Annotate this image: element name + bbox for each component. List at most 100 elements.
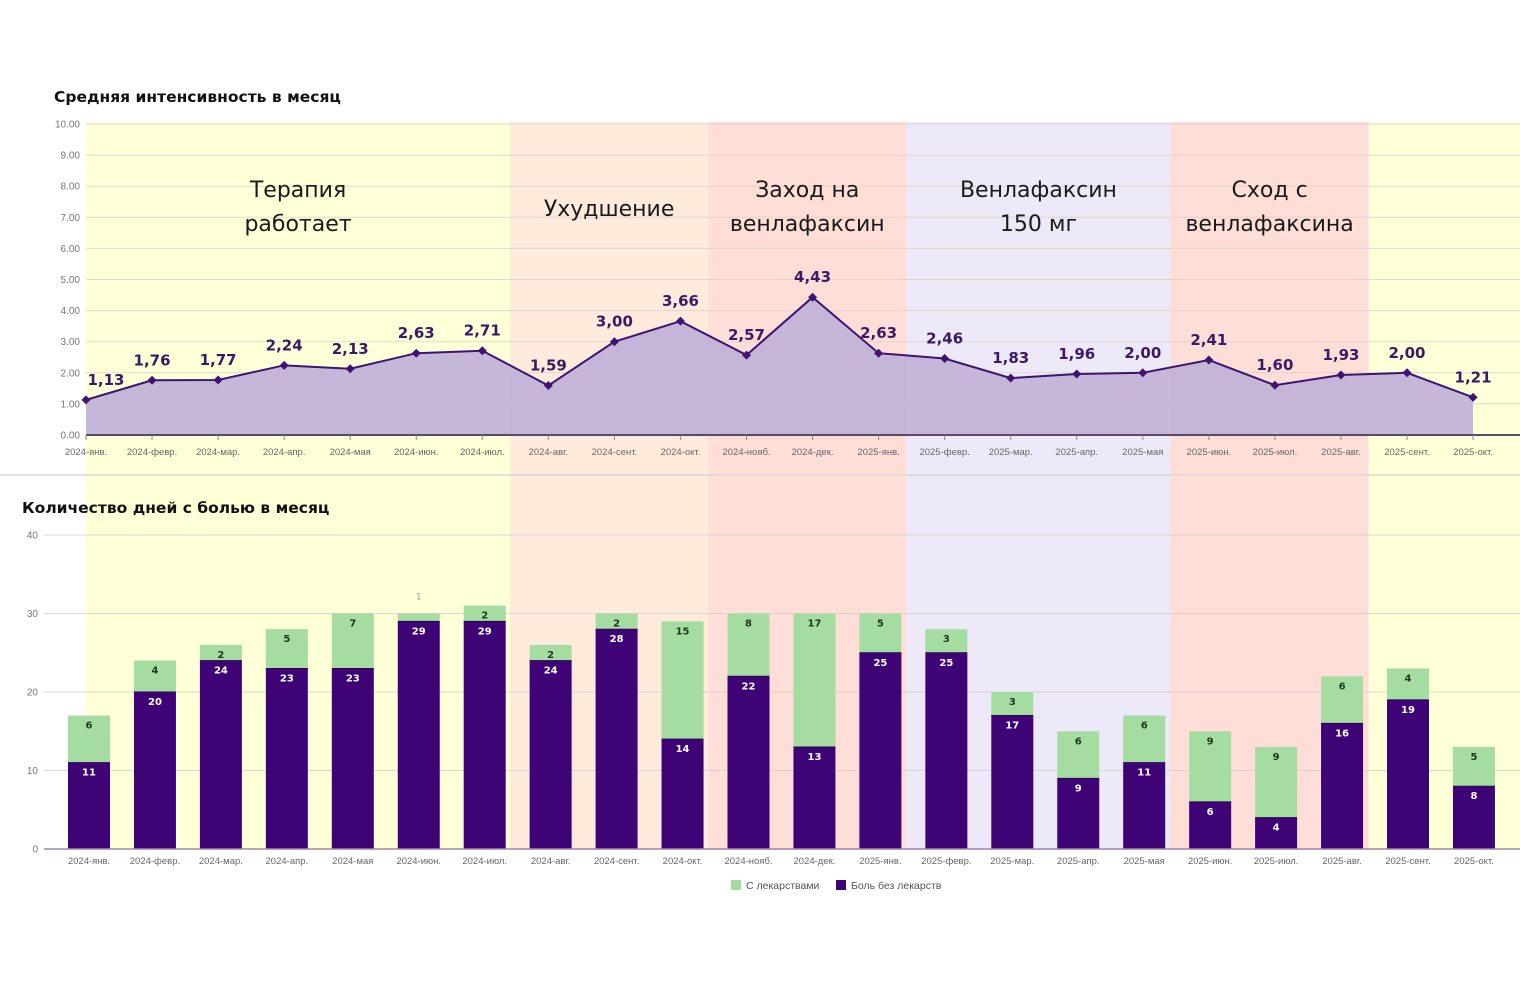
days-legend: С лекарствами Боль без лекарств	[731, 880, 942, 892]
days-x-tick: 2025-янв.	[859, 856, 901, 867]
bar-value-no-meds: 9	[1075, 783, 1082, 794]
bar-segment-no-meds	[397, 621, 440, 849]
bar-segment-with-meds	[331, 613, 374, 669]
intensity-point	[1336, 370, 1346, 380]
days-x-tick: 2024-мая	[332, 856, 373, 867]
bar-value-with-meds: 5	[1470, 752, 1477, 763]
intensity-x-tick: 2025-июн.	[1187, 447, 1232, 458]
bar-segment-no-meds	[661, 739, 704, 849]
legend-swatch-with-meds	[731, 880, 741, 890]
bar-segment-with-meds	[199, 644, 242, 661]
intensity-line	[85, 295, 1474, 401]
days-x-tick: 2025-мар.	[990, 856, 1034, 867]
bar-segment-no-meds	[265, 668, 308, 849]
bar-value-no-meds: 16	[1335, 728, 1349, 739]
intensity-x-tick: 2025-июл.	[1253, 447, 1298, 458]
bar-value-with-meds: 3	[943, 634, 950, 645]
intensity-point	[543, 381, 553, 391]
intensity-point	[147, 375, 157, 385]
intensity-value-label: 4,43	[794, 268, 831, 286]
intensity-y-tick: 8.00	[61, 182, 81, 193]
bar-segment-with-meds	[1189, 731, 1232, 802]
intensity-value-label: 3,66	[662, 292, 699, 310]
bar-value-no-meds: 25	[873, 658, 887, 669]
bar-value-no-meds: 13	[807, 752, 821, 763]
intensity-y-tick: 2.00	[61, 368, 81, 379]
intensity-y-tick: 4.00	[61, 306, 81, 317]
period-band-label: Терапия	[249, 178, 346, 203]
intensity-x-tick: 2025-янв.	[857, 447, 899, 458]
bar-value-with-meds: 9	[1273, 752, 1280, 763]
intensity-x-tick: 2024-июл.	[460, 447, 505, 458]
intensity-value-label: 2,24	[266, 336, 303, 354]
days-chart-title: Количество дней с болью в месяц	[22, 499, 329, 517]
bar-value-no-meds: 29	[478, 626, 492, 637]
bar-segment-with-meds	[1387, 668, 1429, 700]
bar-segment-no-meds	[463, 621, 506, 849]
intensity-value-label: 2,00	[1124, 344, 1161, 362]
days-x-tick: 2024-февр.	[130, 856, 180, 867]
days-x-tick: 2025-июл.	[1254, 856, 1299, 867]
intensity-x-tick: 2025-апр.	[1055, 447, 1098, 458]
intensity-chart-title: Средняя интенсивность в месяц	[54, 88, 341, 106]
bar-segment-no-meds	[793, 746, 836, 849]
bar-value-no-meds: 23	[346, 673, 360, 684]
bar-segment-no-meds	[133, 692, 176, 849]
bar-value-with-meds: 3	[1009, 697, 1016, 708]
intensity-x-tick: 2024-окт.	[661, 447, 701, 458]
bar-segment-no-meds	[727, 676, 770, 849]
intensity-x-tick: 2025-мая	[1122, 447, 1163, 458]
intensity-point	[81, 395, 91, 405]
days-x-tick: 2025-февр.	[921, 856, 971, 867]
period-band-label: Заход на	[755, 178, 859, 203]
bar-segment-with-meds	[1321, 676, 1364, 724]
bar-segment-with-meds	[595, 613, 638, 630]
intensity-point	[609, 337, 619, 347]
bar-segment-with-meds	[529, 644, 572, 661]
bar-value-no-meds: 24	[544, 666, 558, 677]
bar-segment-no-meds	[1255, 817, 1298, 849]
intensity-x-tick: 2024-мар.	[196, 447, 240, 458]
intensity-y-tick: 9.00	[61, 151, 81, 162]
period-band-label: Сход с	[1232, 178, 1308, 203]
days-x-axis: 2024-янв. 2024-февр. 2024-мар. 2024-апр. 202…	[68, 856, 1494, 867]
period-band-label: венлафаксин	[730, 212, 885, 237]
bar-segment-with-meds	[793, 613, 836, 747]
intensity-x-tick: 2024-февр.	[127, 447, 177, 458]
intensity-x-tick: 2024-июн.	[394, 447, 439, 458]
bar-value-with-meds: 6	[1075, 736, 1082, 747]
days-x-tick: 2024-окт.	[663, 856, 703, 867]
days-y-tick: 0	[32, 845, 38, 856]
bar-value-no-meds: 23	[280, 673, 294, 684]
days-x-tick: 2024-нояб.	[724, 856, 772, 867]
bar-segment-no-meds	[1123, 762, 1166, 849]
bar-segment-with-meds	[1123, 715, 1166, 763]
intensity-point	[1468, 392, 1478, 402]
intensity-y-tick: 10.00	[55, 120, 80, 131]
bar-value-with-meds: 2	[217, 650, 224, 661]
bar-segment-no-meds	[1057, 778, 1100, 849]
days-y-tick: 10	[27, 766, 39, 777]
bar-segment-with-meds	[68, 715, 110, 763]
days-y-tick: 20	[27, 688, 39, 699]
bar-segment-with-meds	[727, 613, 770, 677]
intensity-value-label: 1,96	[1058, 345, 1095, 363]
intensity-area	[86, 297, 1474, 435]
bar-segment-no-meds	[1189, 801, 1232, 849]
bar-segment-with-meds	[859, 613, 902, 653]
period-band-label: работает	[244, 212, 351, 237]
intensity-point	[1006, 373, 1016, 383]
intensity-value-label: 1,76	[134, 351, 171, 369]
days-y-tick: 30	[27, 609, 39, 620]
intensity-x-tick: 2024-апр.	[263, 447, 306, 458]
intensity-y-tick: 3.00	[61, 337, 81, 348]
bar-value-with-meds: 2	[547, 650, 554, 661]
intensity-x-tick: 2025-февр.	[919, 447, 969, 458]
intensity-value-label: 1,21	[1455, 368, 1492, 386]
bar-segment-with-meds	[397, 613, 440, 622]
days-x-tick: 2024-янв.	[68, 856, 110, 867]
bar-value-no-meds: 24	[214, 666, 228, 677]
intensity-value-label: 1,83	[992, 349, 1029, 367]
bar-value-no-meds: 6	[1207, 807, 1214, 818]
